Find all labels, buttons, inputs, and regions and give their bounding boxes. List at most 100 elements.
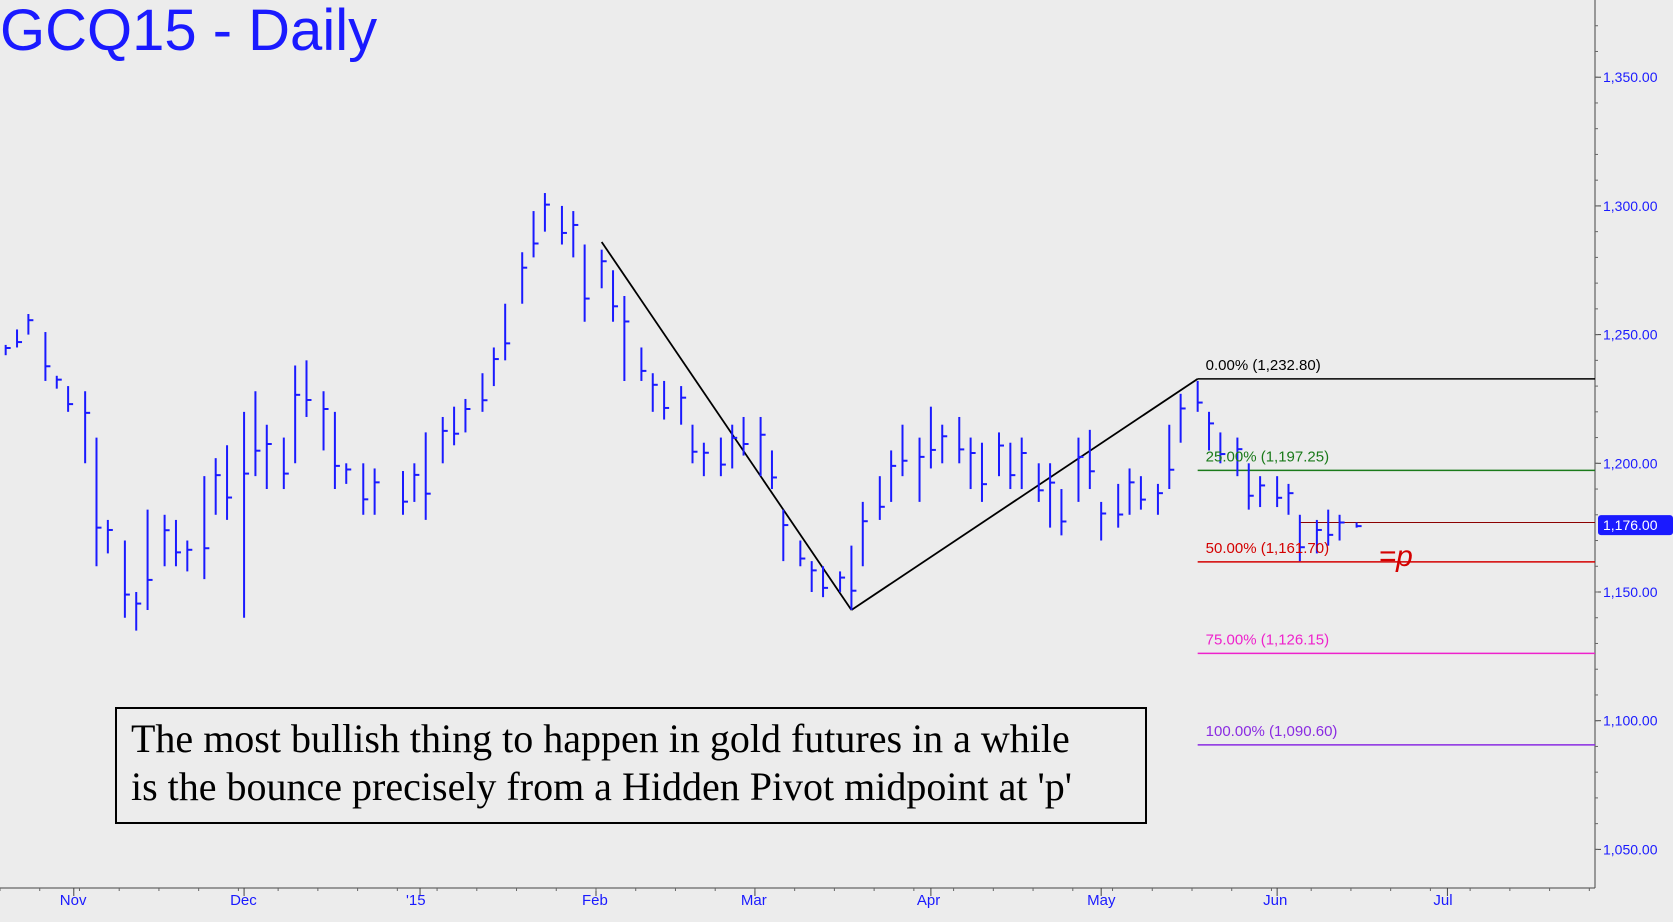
price-bar (1128, 468, 1135, 515)
price-bar (345, 463, 352, 484)
price-bar (146, 509, 153, 611)
price-bar (560, 205, 567, 245)
price-bar (362, 463, 369, 515)
price-bar (67, 386, 74, 412)
price-bar (1219, 432, 1226, 464)
price-bar (600, 249, 607, 289)
price-bar (44, 332, 51, 381)
price-bar (583, 244, 590, 322)
price-bar (1338, 514, 1345, 541)
price-bar (16, 329, 23, 348)
x-axis-tick-label: '15 (406, 892, 426, 909)
price-bar (1287, 483, 1294, 515)
price-bar (163, 514, 170, 567)
annotation-line-2: is the bounce precisely from a Hidden Pi… (131, 764, 1072, 809)
price-bar (612, 270, 619, 322)
y-axis-tick-label: 1,300.00 (1603, 198, 1658, 214)
price-bar (1060, 489, 1067, 536)
pivot-marker: =p (1379, 540, 1413, 573)
price-bar (226, 445, 233, 520)
price-bar (543, 193, 550, 232)
last-price-badge (1598, 515, 1673, 536)
trend-line (850, 378, 1199, 611)
fib-level-label: 0.00% (1,232.80) (1206, 357, 1321, 374)
price-bar (1276, 476, 1283, 508)
price-bar (742, 416, 749, 456)
price-bar (958, 416, 965, 464)
y-axis-tick-label: 1,200.00 (1603, 455, 1658, 471)
price-bar (27, 314, 34, 335)
price-bar (1179, 393, 1186, 443)
x-axis-tick-label: Nov (60, 892, 87, 909)
price-bar (680, 386, 687, 425)
price-bar (135, 592, 142, 631)
price-bar (929, 406, 936, 469)
x-axis-tick-label: Feb (582, 892, 608, 909)
price-bar (651, 373, 658, 412)
price-bar (969, 437, 976, 490)
x-axis-tick-label: Jun (1263, 892, 1287, 909)
y-axis-tick-label: 1,050.00 (1603, 841, 1658, 857)
x-axis-tick-label: Mar (741, 892, 767, 909)
price-bar (254, 391, 261, 477)
y-axis-tick-label: 1,350.00 (1603, 69, 1658, 85)
last-price-label: 1,176.00 (1603, 517, 1658, 533)
price-bar (492, 347, 499, 387)
price-bar (214, 458, 221, 515)
price-bar (1088, 429, 1095, 490)
fib-level-label: 100.00% (1,090.60) (1206, 723, 1338, 740)
price-bar (322, 391, 329, 451)
price-bar (203, 476, 210, 580)
price-bar (174, 519, 181, 567)
price-bar (481, 373, 488, 412)
price-bar (1100, 501, 1107, 541)
price-bar (731, 424, 738, 469)
annotation-line-1: The most bullish thing to happen in gold… (131, 716, 1070, 761)
price-bar (1247, 463, 1254, 510)
x-axis-tick-label: Apr (917, 892, 940, 909)
y-axis-tick-label: 1,150.00 (1603, 584, 1658, 600)
price-bar (901, 424, 908, 477)
price-bar (106, 519, 113, 554)
price-bar (810, 561, 817, 592)
price-bar (839, 571, 846, 592)
price-bar (243, 411, 250, 618)
price-bar (1315, 519, 1322, 554)
fib-level-label: 75.00% (1,126.15) (1206, 631, 1329, 648)
price-bar (333, 411, 340, 490)
price-bar (1196, 380, 1203, 412)
x-axis-tick-label: May (1087, 892, 1116, 909)
price-bar (1037, 463, 1044, 502)
price-bar (1168, 424, 1175, 490)
price-bar (265, 424, 272, 490)
price-bar (504, 303, 511, 361)
price-bar (1077, 437, 1084, 502)
fib-level-label: 25.00% (1,197.25) (1206, 448, 1329, 465)
price-bar (282, 437, 289, 490)
price-bar (453, 406, 460, 446)
price-bar (759, 416, 766, 477)
price-bar (640, 347, 647, 381)
price-bar (186, 540, 193, 572)
price-bar (1236, 437, 1243, 477)
price-bar (464, 398, 471, 433)
price-bar (305, 360, 312, 417)
price-bar (441, 416, 448, 464)
price-bar (918, 437, 925, 502)
price-bar (850, 545, 857, 611)
price-bar (702, 442, 709, 477)
price-bar (1327, 509, 1334, 546)
price-bar (1355, 522, 1362, 528)
x-axis-tick-label: Dec (230, 892, 257, 909)
y-axis-tick-label: 1,250.00 (1603, 327, 1658, 343)
price-bar (532, 211, 539, 258)
price-bar (572, 211, 579, 258)
price-bar (1009, 442, 1016, 490)
price-bar (4, 344, 11, 356)
price-bar (1208, 411, 1215, 451)
price-bar (663, 380, 670, 420)
trend-line (600, 241, 853, 611)
price-bar (861, 501, 868, 567)
price-bar (782, 509, 789, 562)
